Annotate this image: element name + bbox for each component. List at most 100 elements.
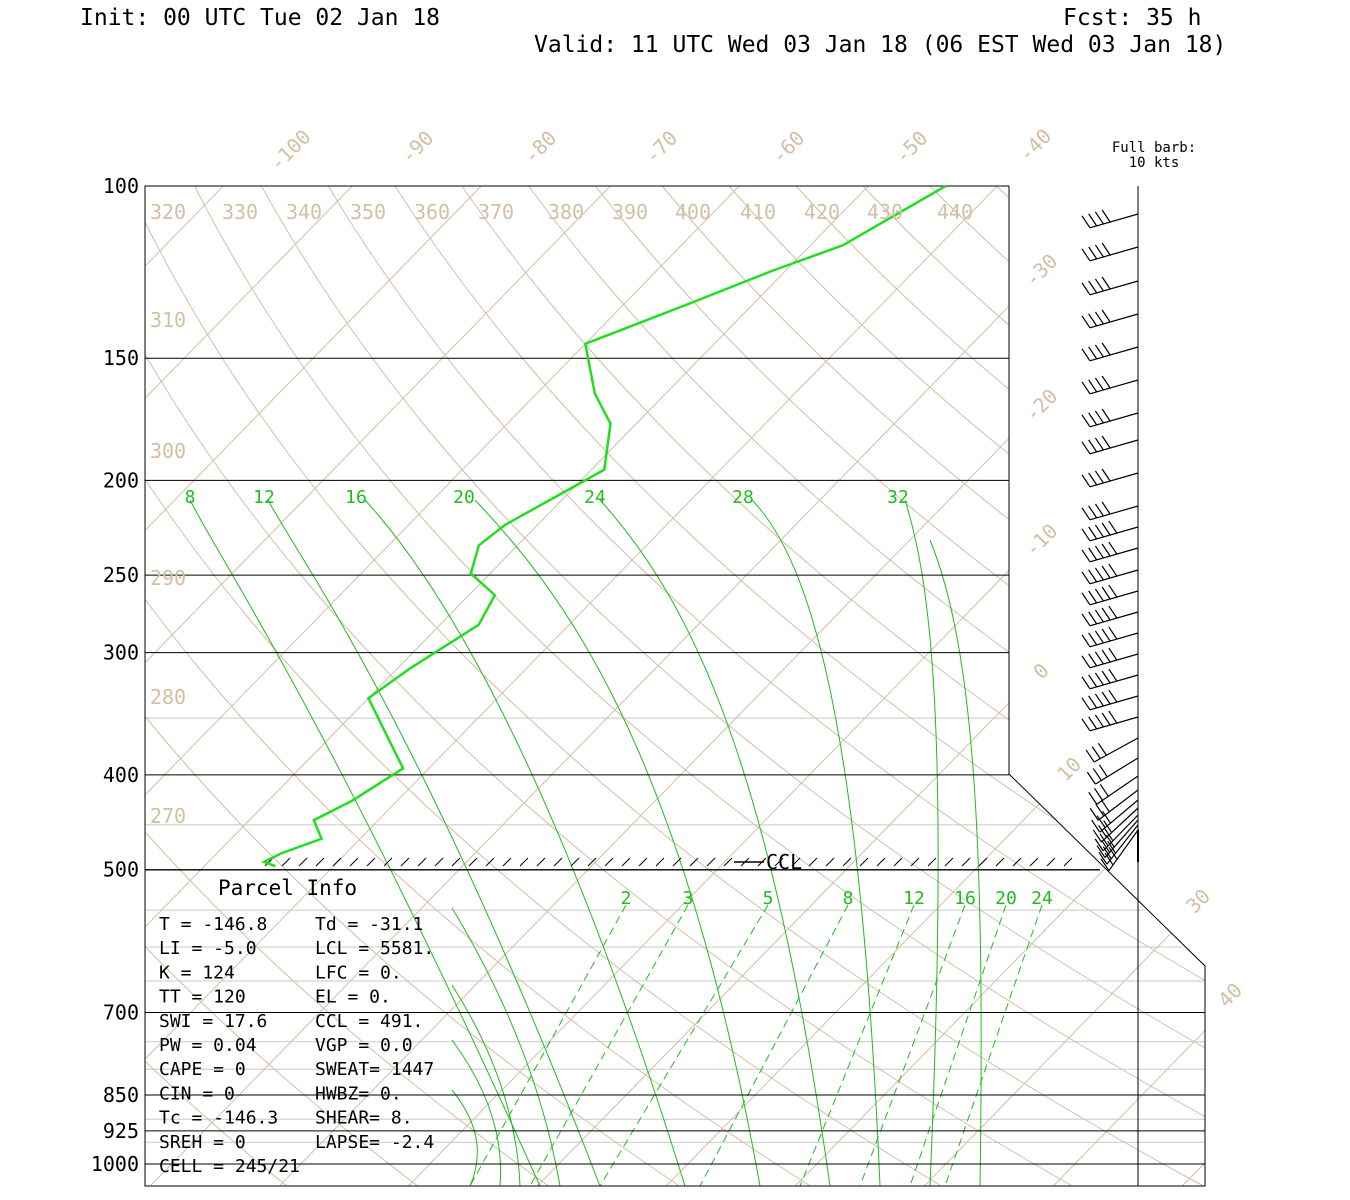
wind-barb-staff bbox=[1089, 346, 1139, 362]
hatch-mark bbox=[808, 857, 818, 867]
wind-barb bbox=[1081, 605, 1139, 627]
pressure-label: 300 bbox=[103, 641, 139, 665]
wind-barb bbox=[1091, 799, 1139, 833]
wind-barb-staff bbox=[1089, 653, 1139, 669]
mixing-ratio-line bbox=[909, 904, 1007, 1186]
theta-label: 400 bbox=[675, 200, 711, 224]
parcel-info-label: SWI = 17.6 bbox=[159, 1011, 267, 1032]
wind-barb-staff bbox=[1089, 716, 1139, 732]
hatch-mark bbox=[451, 857, 461, 867]
isotherm-line bbox=[145, 186, 611, 1186]
dry-adiabat bbox=[1062, 186, 1205, 1186]
theta-label: 360 bbox=[414, 200, 450, 224]
wind-barb bbox=[1081, 209, 1139, 229]
wind-barb-staff bbox=[1089, 313, 1139, 329]
wind-barb-staff bbox=[1102, 814, 1139, 852]
theta-label: 290 bbox=[150, 566, 186, 590]
wind-barb-flag bbox=[1094, 545, 1104, 559]
wind-barb-flag bbox=[1101, 468, 1111, 482]
wind-barb-flag bbox=[1101, 712, 1111, 726]
wind-barb-staff bbox=[1089, 379, 1139, 395]
wind-barb-staff bbox=[1089, 246, 1139, 262]
wind-barb-flag bbox=[1101, 543, 1111, 557]
hatch-mark bbox=[689, 857, 699, 867]
wind-barb-flag bbox=[1094, 693, 1104, 707]
hatch-mark bbox=[332, 857, 342, 867]
wind-barb-flag bbox=[1088, 716, 1098, 730]
wind-barb-flag bbox=[1088, 246, 1098, 260]
wind-barb-flag bbox=[1081, 592, 1091, 606]
mixing-ratio-line bbox=[699, 904, 849, 1186]
wind-barb-flag bbox=[1104, 828, 1114, 842]
isotherm-label: -80 bbox=[519, 126, 562, 169]
parcel-info-label: CELL = 245/21 bbox=[159, 1156, 300, 1177]
wind-barb bbox=[1081, 435, 1139, 455]
wind-barb-flag bbox=[1088, 653, 1098, 667]
pressure-label: 925 bbox=[103, 1119, 139, 1143]
wind-barb-flag bbox=[1094, 470, 1104, 484]
wind-barb-staff bbox=[1089, 412, 1139, 428]
wind-barb bbox=[1085, 737, 1139, 763]
parcel-info-label: TT = 120 bbox=[159, 987, 246, 1008]
ccl-label: CCL bbox=[766, 850, 802, 874]
dry-adiabat bbox=[145, 186, 942, 1186]
parcel-info-panel: Parcel Info T = -146.8 Td = -31.1 LI = -5.… bbox=[159, 876, 434, 1177]
dry-adiabat bbox=[145, 186, 680, 1186]
wind-barb-flag bbox=[1094, 344, 1104, 358]
wind-barbs bbox=[1081, 209, 1139, 872]
theta-e-label: 16 bbox=[345, 487, 367, 508]
wind-barb-flag bbox=[1094, 377, 1104, 391]
wind-barb-flag bbox=[1098, 764, 1108, 778]
mixing-ratio-label: 12 bbox=[903, 888, 925, 909]
theta-label: 380 bbox=[548, 200, 584, 224]
wind-barb-flag bbox=[1101, 276, 1111, 290]
hatch-mark bbox=[604, 857, 614, 867]
wind-barb-flag bbox=[1081, 507, 1091, 521]
wind-barb-flag bbox=[1099, 833, 1109, 847]
isotherm-line bbox=[665, 186, 1205, 1186]
wind-barb-flag bbox=[1095, 803, 1105, 817]
wind-barb-flag bbox=[1092, 768, 1102, 781]
wind-barb-flag bbox=[1107, 840, 1117, 854]
wind-barb-flag bbox=[1108, 710, 1118, 724]
wind-barb-flag bbox=[1094, 787, 1104, 801]
wind-barb-flag bbox=[1108, 626, 1118, 640]
dry-adiabat bbox=[327, 186, 1205, 1186]
wind-barb-flag bbox=[1081, 549, 1091, 563]
parcel-info-value: Td = -31.1 bbox=[315, 914, 423, 935]
wind-barb-flag bbox=[1101, 435, 1111, 449]
wind-barb-flag bbox=[1088, 791, 1098, 805]
hatch-mark bbox=[1063, 857, 1073, 867]
wind-barb-flag bbox=[1089, 807, 1099, 821]
wind-barb-flag bbox=[1100, 799, 1110, 813]
wind-barb-flag bbox=[1108, 605, 1118, 619]
moist-adiabat bbox=[904, 499, 939, 1186]
wind-barb-flag bbox=[1088, 412, 1098, 426]
hatch-mark bbox=[910, 857, 920, 867]
mixing-ratio-lines bbox=[469, 904, 1043, 1186]
wind-barb-flag bbox=[1094, 437, 1104, 451]
pressure-label: 500 bbox=[103, 858, 139, 882]
dry-adiabat bbox=[145, 186, 811, 1186]
wind-barb-flag bbox=[1108, 520, 1118, 534]
wind-barb-staff bbox=[1106, 824, 1139, 865]
hatch-mark bbox=[1046, 857, 1056, 867]
hatch-mark bbox=[570, 857, 580, 867]
wind-barb-flag bbox=[1088, 213, 1098, 227]
wind-barb-flag bbox=[1088, 439, 1098, 453]
wind-barb-flag bbox=[1094, 672, 1104, 686]
wind-barb bbox=[1100, 829, 1139, 872]
isotherm-label: -100 bbox=[265, 125, 316, 176]
wind-barb-staff bbox=[1108, 829, 1139, 872]
theta-label: 350 bbox=[350, 200, 386, 224]
hatch-mark bbox=[417, 857, 427, 867]
wind-barb bbox=[1081, 342, 1139, 362]
wind-barb-flag bbox=[1088, 505, 1098, 519]
wind-barb-flag bbox=[1101, 691, 1111, 705]
wind-barb-flag bbox=[1081, 718, 1091, 732]
wind-barb-flag bbox=[1094, 410, 1104, 424]
wind-barb-flag bbox=[1081, 282, 1091, 296]
dry-adiabat bbox=[145, 186, 549, 1186]
wind-barb-flag bbox=[1092, 829, 1102, 843]
